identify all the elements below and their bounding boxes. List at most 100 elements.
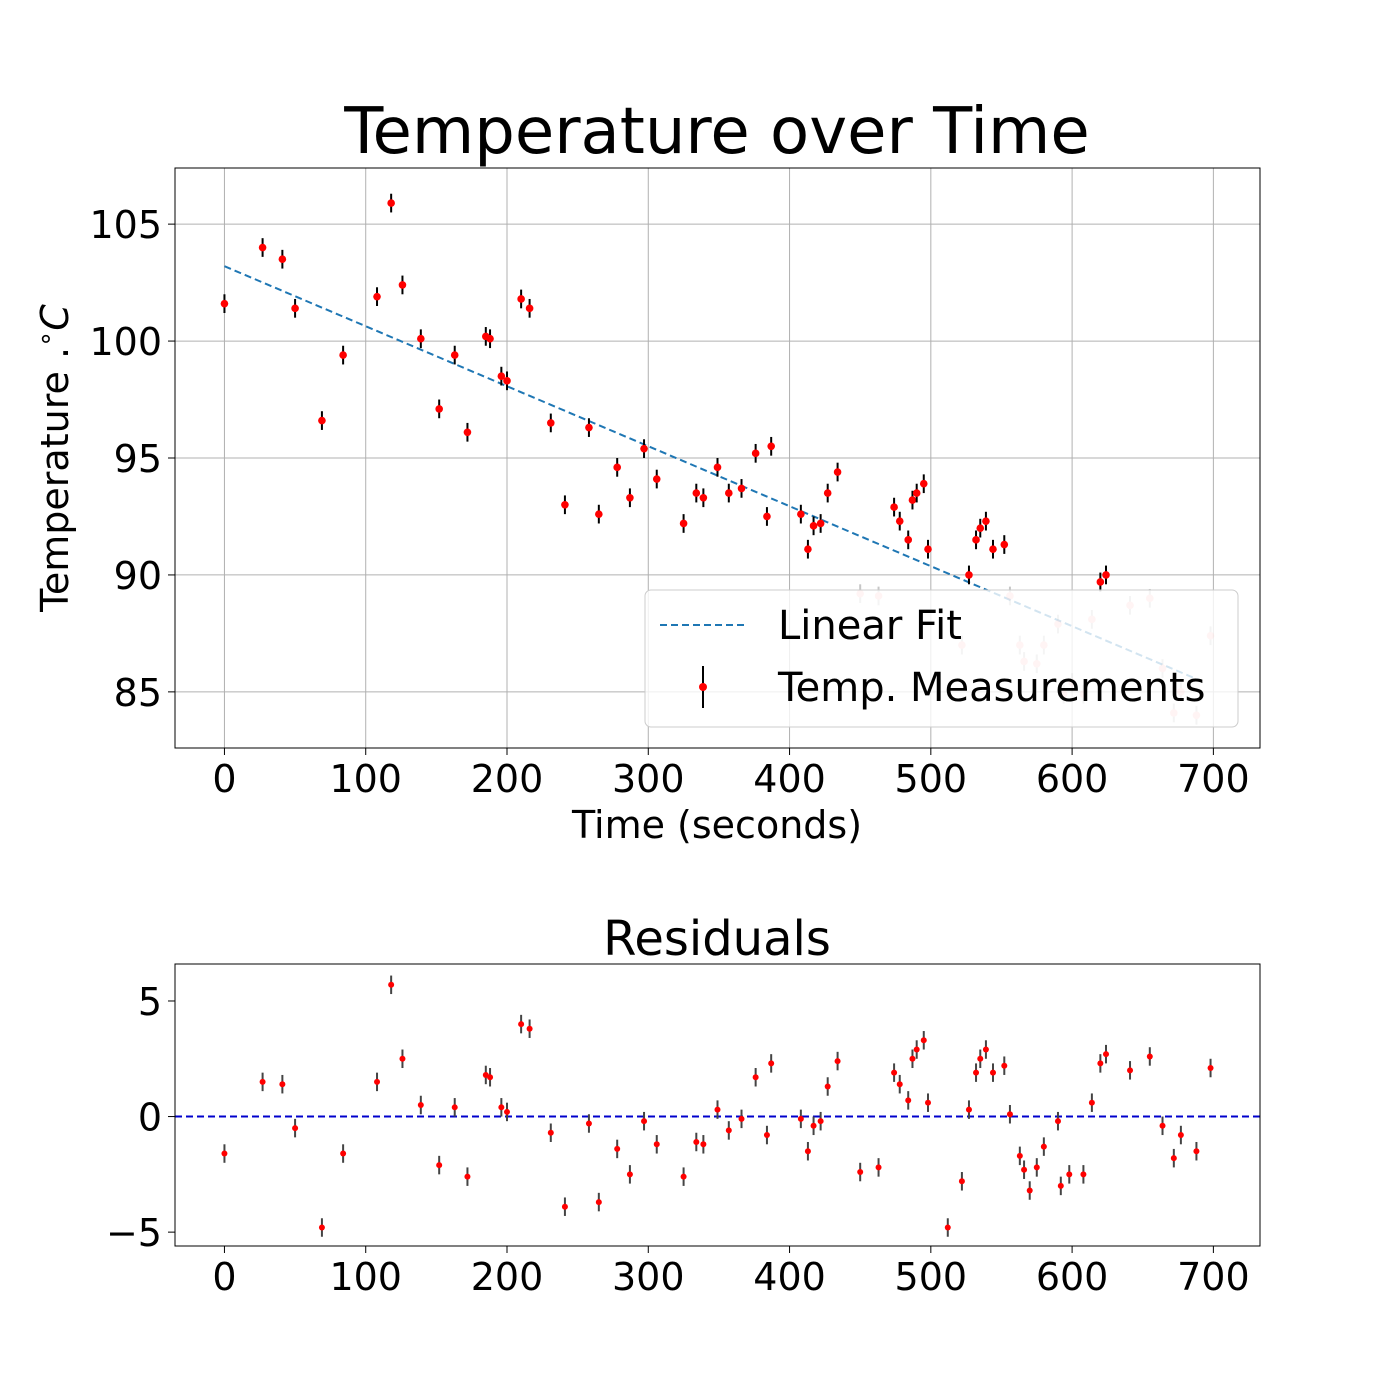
- data-point: [292, 1125, 299, 1132]
- y-tick-label: 105: [89, 203, 162, 247]
- measurement-point: [1000, 535, 1009, 554]
- legend-box: [644, 589, 1239, 728]
- data-point: [561, 500, 569, 509]
- measurement-point: [972, 530, 980, 550]
- data-point: [699, 493, 708, 502]
- measurement-point: [258, 238, 267, 257]
- measurement-point: [890, 497, 898, 517]
- data-point: [258, 243, 267, 252]
- measurement-point: [699, 488, 708, 508]
- data-point: [763, 512, 771, 521]
- residuals-axis-ticks: 0 100 200 300 400 500 600 700 −5 0 5: [106, 980, 1250, 1299]
- residuals-title: Residuals: [603, 911, 831, 967]
- data-point: [1193, 1148, 1200, 1155]
- residual-point: [824, 1077, 831, 1096]
- residual-point: [857, 1162, 864, 1182]
- residual-point: [958, 1172, 965, 1191]
- measurement-point: [291, 298, 299, 318]
- measurement-point: [613, 458, 621, 477]
- measurement-point: [546, 413, 555, 433]
- data-point: [1146, 1053, 1153, 1060]
- measurement-point: [965, 565, 973, 585]
- residual-point: [768, 1054, 775, 1073]
- data-point: [613, 463, 621, 472]
- residual-point: [989, 1063, 996, 1082]
- residual-point: [905, 1091, 912, 1110]
- x-axis-label: Time (seconds): [571, 803, 862, 847]
- data-point: [626, 493, 634, 502]
- measurement-point: [318, 411, 326, 430]
- data-point: [278, 255, 287, 264]
- data-point: [546, 419, 555, 427]
- residual-point: [1001, 1056, 1008, 1075]
- data-point: [767, 442, 775, 451]
- y-axis-label-text: Temperature .: [33, 347, 77, 613]
- data-point: [595, 510, 603, 518]
- data-point: [833, 468, 842, 476]
- data-point: [824, 1083, 831, 1090]
- data-point: [387, 199, 395, 207]
- measurement-point: [797, 504, 805, 524]
- measurement-point: [823, 483, 832, 503]
- x-tick-label: 600: [1036, 757, 1109, 801]
- data-point: [725, 1127, 732, 1134]
- data-point: [450, 351, 459, 359]
- residual-point: [561, 1197, 568, 1216]
- data-point: [525, 304, 534, 313]
- residual-point: [810, 1116, 817, 1136]
- measurement-point: [763, 507, 771, 526]
- residual-point: [292, 1118, 299, 1138]
- data-point: [1021, 1166, 1028, 1173]
- residual-point: [1097, 1054, 1104, 1073]
- data-point: [725, 489, 733, 497]
- measurement-point: [895, 511, 904, 531]
- data-point: [503, 1108, 510, 1115]
- data-point: [503, 377, 511, 385]
- x-tick-label: 300: [612, 757, 685, 801]
- data-point: [737, 484, 746, 493]
- residual-point: [388, 975, 395, 995]
- measurement-point: [339, 345, 347, 365]
- residual-point: [221, 1144, 228, 1163]
- data-point: [763, 1132, 770, 1139]
- residual-point: [374, 1072, 381, 1092]
- residual-point: [925, 1093, 932, 1112]
- measurement-point: [486, 329, 494, 349]
- y-tick-label: 85: [114, 671, 162, 715]
- legend-measurements-marker: [699, 683, 707, 691]
- residual-point: [1080, 1165, 1087, 1184]
- measurement-point: [595, 504, 603, 524]
- data-point: [895, 517, 904, 525]
- y-axis-label: Temperature .∘C: [31, 304, 77, 613]
- measurement-point: [713, 458, 722, 477]
- residual-point: [417, 1095, 424, 1115]
- data-point: [1177, 1132, 1184, 1139]
- data-point: [1040, 1143, 1047, 1150]
- data-point: [626, 1171, 633, 1178]
- data-point: [680, 1173, 687, 1180]
- data-point: [958, 1178, 965, 1185]
- data-point: [905, 1097, 912, 1104]
- data-point: [1170, 1155, 1177, 1162]
- measurement-point: [833, 462, 842, 482]
- data-point: [547, 1129, 554, 1136]
- measurement-point: [751, 443, 760, 463]
- measurement-point: [908, 490, 917, 510]
- data-point: [857, 1169, 864, 1176]
- residual-point: [891, 1063, 898, 1082]
- residual-point: [1170, 1148, 1177, 1168]
- y-tick-label: 5: [138, 980, 162, 1024]
- legend-measurements-label: Temp. Measurements: [777, 665, 1205, 711]
- residual-point: [1066, 1165, 1073, 1184]
- residual-point: [340, 1144, 347, 1163]
- measurement-point: [816, 514, 825, 533]
- data-point: [1097, 1060, 1104, 1067]
- measurement-point: [919, 474, 928, 494]
- measurement-point: [503, 371, 511, 391]
- data-point: [679, 519, 688, 528]
- residual-point: [641, 1111, 648, 1131]
- residual-point: [834, 1051, 841, 1071]
- data-point: [417, 334, 425, 343]
- data-point: [976, 524, 985, 532]
- data-point: [823, 489, 832, 497]
